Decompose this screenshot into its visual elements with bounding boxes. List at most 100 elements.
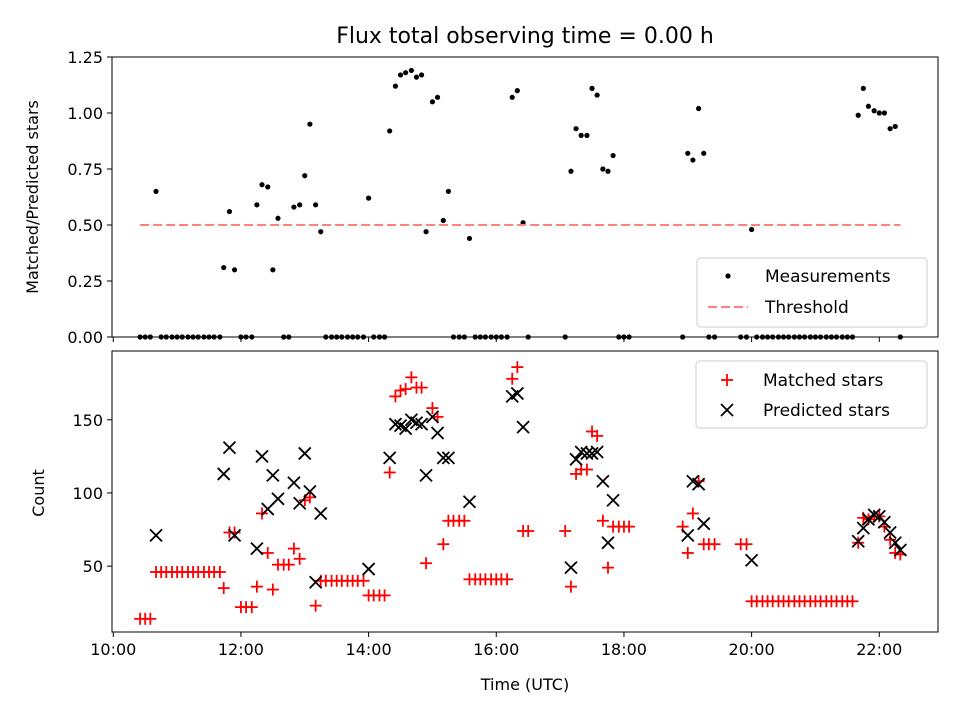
matched-star-point <box>596 514 609 527</box>
matched-star-point <box>282 558 295 571</box>
measurement-point <box>313 202 319 208</box>
predicted-star-point <box>261 502 275 516</box>
measurement-point <box>445 188 452 194</box>
matched-star-point <box>580 463 593 476</box>
count-marks <box>134 361 907 625</box>
predicted-star-point <box>851 534 865 548</box>
predicted-star-point <box>606 493 620 507</box>
measurement-point <box>440 217 446 224</box>
measurement-point <box>514 88 520 94</box>
matched-star-point <box>245 601 258 614</box>
measurement-point <box>408 67 414 74</box>
predicted-star-point <box>888 536 902 550</box>
predicted-star-point <box>596 474 610 488</box>
matched-star-point <box>415 381 428 394</box>
measurement-point <box>860 85 866 91</box>
matched-star-point <box>559 525 572 538</box>
matched-star-point <box>389 390 402 403</box>
measurement-point <box>876 110 882 116</box>
measurement-point <box>578 132 584 138</box>
predicted-star-point <box>250 541 264 556</box>
measurement-point <box>254 202 260 208</box>
ratio-ticks: 0.00 0.25 0.50 0.75 1.00 1.25 <box>67 48 880 347</box>
measurement-point <box>509 94 515 100</box>
predicted-star-point <box>601 536 615 550</box>
count-chart: Count Time (UTC) 50 100 150 10:00 12:00 14:00… <box>29 350 939 694</box>
predicted-star-point <box>697 517 711 531</box>
x-axis-label: Time (UTC) <box>480 675 569 694</box>
matched-star-point <box>884 533 897 546</box>
ratio-y-tick-label: 0.25 <box>67 272 103 291</box>
measurement-point <box>685 150 691 156</box>
predicted-star-point <box>361 562 376 576</box>
predicted-star-point <box>419 468 433 483</box>
matched-star-point <box>564 580 577 593</box>
matched-star-point <box>708 538 721 551</box>
x-tick-label: 12:00 <box>218 640 264 659</box>
measurement-point <box>270 267 276 273</box>
ratio-y-tick-label: 0.00 <box>67 328 103 347</box>
ratio-legend: Measurements Threshold <box>696 257 928 328</box>
matched-star-point <box>394 384 407 397</box>
measurement-point <box>265 184 271 190</box>
legend-predicted-marker <box>720 403 734 417</box>
legend-threshold-label: Threshold <box>764 298 849 318</box>
predicted-star-point <box>314 506 328 521</box>
predicted-star-point <box>398 421 413 436</box>
predicted-star-point <box>441 451 456 465</box>
matched-star-point <box>144 612 157 625</box>
measurement-point <box>887 126 893 132</box>
matched-star-point <box>740 538 753 551</box>
matched-star-point <box>686 507 699 520</box>
matched-star-point <box>426 402 439 415</box>
predicted-star-point <box>867 508 881 522</box>
measurement-point <box>605 168 611 174</box>
predicted-star-point <box>590 445 604 459</box>
predicted-star-point <box>430 426 445 440</box>
ratio-chart: Flux total observing time = 0.00 h Match… <box>23 24 939 347</box>
legend-matched-marker <box>721 374 733 386</box>
matched-star-point <box>357 574 370 587</box>
measurement-point <box>259 182 265 188</box>
measurement-point <box>434 94 441 100</box>
matched-star-point <box>378 589 391 602</box>
count-y-tick-label: 100 <box>72 484 103 503</box>
matched-star-point <box>501 573 514 586</box>
measurement-point <box>881 110 887 116</box>
matched-star-point <box>420 557 433 570</box>
matched-star-point <box>511 361 524 374</box>
predicted-star-point <box>222 440 237 455</box>
predicted-star-point <box>383 451 397 465</box>
predicted-star-point <box>425 410 440 424</box>
count-y-axis-label: Count <box>29 469 48 517</box>
matched-star-point <box>846 595 859 608</box>
measurement-point <box>573 126 579 132</box>
predicted-star-point <box>298 446 312 461</box>
measurement-point <box>865 103 872 109</box>
measurement-point <box>600 166 606 172</box>
chart-title: Flux total observing time = 0.00 h <box>336 24 714 49</box>
matched-star-point <box>213 565 226 578</box>
measurement-point <box>429 99 436 105</box>
count-y-tick-label: 150 <box>72 411 103 430</box>
legend-predicted-label: Predicted stars <box>763 401 890 421</box>
matched-star-point <box>266 583 279 596</box>
measurement-point <box>392 83 399 89</box>
measurement-point <box>749 226 755 233</box>
predicted-star-point <box>436 451 450 465</box>
matched-star-point <box>256 507 269 520</box>
measurement-point <box>892 123 898 130</box>
matched-star-point <box>405 371 418 384</box>
count-legend: Matched stars Predicted stars <box>695 360 928 429</box>
measurement-point <box>589 85 595 91</box>
predicted-star-point <box>510 386 524 401</box>
matched-star-point <box>309 599 322 612</box>
count-ticks: 50 100 150 10:00 12:00 14:00 16:00 18:00 20:00 22… <box>72 411 902 659</box>
predicted-star-point <box>462 495 477 509</box>
measurement-point <box>387 128 393 134</box>
matched-star-point <box>591 429 604 442</box>
matched-star-point <box>293 552 306 565</box>
measurement-point <box>855 112 861 118</box>
